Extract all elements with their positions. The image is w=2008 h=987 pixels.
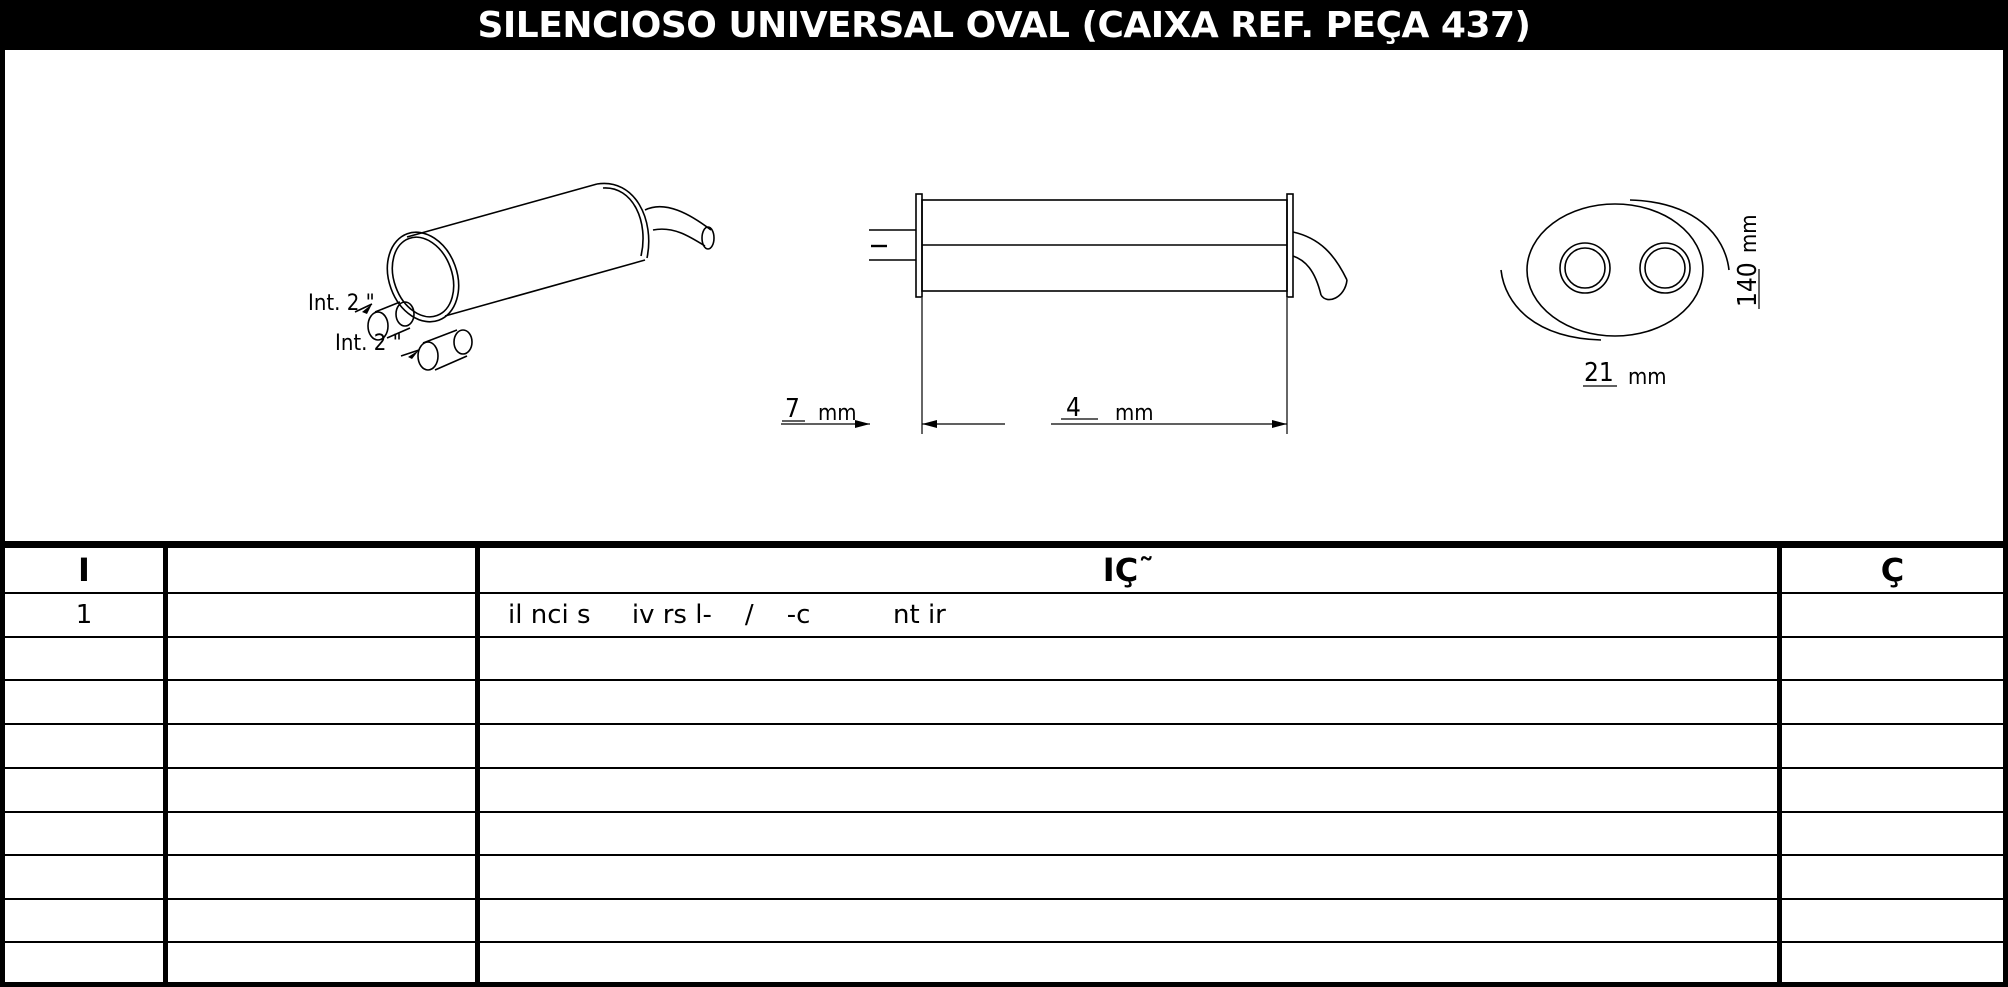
quantity-cell — [1782, 725, 2003, 767]
table-row — [0, 856, 2008, 898]
code-cell — [168, 943, 475, 982]
parts-table: I IÇ˜ Ç 1 il nci s iv rs l- / -c nt ir — [0, 543, 2008, 987]
item-cell — [5, 638, 163, 679]
item-cell — [5, 813, 163, 854]
code-cell — [168, 725, 475, 767]
end-width-value: 21 — [1584, 358, 1614, 388]
technical-drawing-panel: Int. 2 " Int. 2 " — [5, 50, 2003, 541]
table-row — [0, 681, 2008, 723]
item-cell — [5, 725, 163, 767]
description-cell — [480, 638, 1777, 679]
item-cell — [5, 943, 163, 982]
inlet-label-1: Int. 2 " — [308, 291, 375, 316]
item-cell — [5, 900, 163, 941]
end-muffler-view — [1500, 199, 1730, 341]
end-width-unit: mm — [1628, 365, 1667, 390]
body-length-unit: mm — [1115, 401, 1154, 426]
description-cell — [480, 856, 1777, 898]
header-quantity: Ç — [1782, 548, 2003, 592]
end-height-unit: mm — [1737, 214, 1762, 253]
quantity-cell — [1782, 681, 2003, 723]
quantity-cell — [1782, 943, 2003, 982]
description-cell: il nci s iv rs l- / -c nt ir — [480, 594, 1777, 636]
code-cell — [168, 856, 475, 898]
table-row — [0, 638, 2008, 679]
item-cell — [5, 769, 163, 811]
isometric-muffler-view — [354, 182, 715, 371]
page-title: SILENCIOSO UNIVERSAL OVAL (CAIXA REF. PE… — [0, 0, 2008, 50]
quantity-cell — [1782, 594, 2003, 636]
code-cell — [168, 769, 475, 811]
item-cell — [5, 681, 163, 723]
header-description: IÇ˜ — [480, 548, 1777, 592]
table-row — [0, 813, 2008, 854]
quantity-cell — [1782, 813, 2003, 854]
quantity-cell — [1782, 900, 2003, 941]
description-cell — [480, 725, 1777, 767]
description-cell — [480, 813, 1777, 854]
body-length-value: 4 — [1066, 393, 1081, 423]
code-cell — [168, 900, 475, 941]
table-row: 1 il nci s iv rs l- / -c nt ir — [0, 594, 2008, 636]
table-row — [0, 769, 2008, 811]
side-muffler-view — [781, 193, 1348, 434]
table-row — [0, 900, 2008, 941]
quantity-cell — [1782, 856, 2003, 898]
code-cell — [168, 813, 475, 854]
header-code — [168, 548, 475, 592]
inlet-length-unit: mm — [818, 401, 857, 426]
table-row — [0, 943, 2008, 982]
quantity-cell — [1782, 769, 2003, 811]
inlet-label-2: Int. 2 " — [335, 331, 402, 356]
code-cell — [168, 681, 475, 723]
header-item: I — [5, 548, 163, 592]
muffler-drawing: Int. 2 " Int. 2 " — [308, 182, 1763, 434]
end-height-value: 140 — [1733, 262, 1763, 307]
description-cell — [480, 943, 1777, 982]
table-row — [0, 725, 2008, 767]
item-cell — [5, 856, 163, 898]
quantity-cell — [1782, 638, 2003, 679]
item-cell: 1 — [5, 594, 163, 636]
code-cell — [168, 638, 475, 679]
description-cell — [480, 900, 1777, 941]
inlet-length-value: 7 — [785, 394, 800, 424]
code-cell — [168, 594, 475, 636]
description-cell — [480, 769, 1777, 811]
table-header-row: I IÇ˜ Ç — [0, 548, 2008, 592]
description-cell — [480, 681, 1777, 723]
